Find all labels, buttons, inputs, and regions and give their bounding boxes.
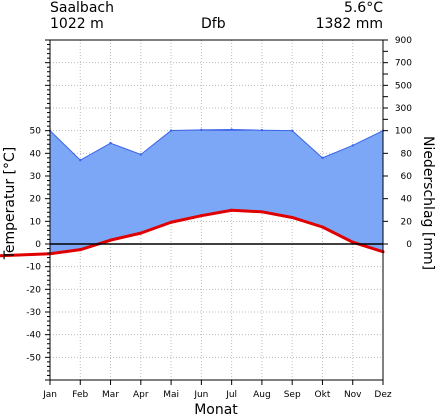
precipitation-fill-layer	[50, 129, 383, 254]
precipitation-point	[351, 144, 354, 147]
y2-tick-label: 20	[401, 217, 413, 227]
x-tick-label: Jul	[225, 390, 237, 400]
temperature-point	[169, 220, 173, 224]
temperature-point	[78, 248, 82, 252]
y-tick-label: -10	[26, 263, 41, 273]
y2-tick-label: 0	[406, 240, 412, 250]
y2-tick-label: 60	[401, 172, 413, 182]
x-axis-label: Monat	[194, 402, 238, 418]
temperature-point	[290, 215, 294, 219]
x-tick-label: Sep	[284, 390, 301, 400]
y2-tick-label: 100	[395, 127, 412, 137]
y-tick-label: 50	[30, 127, 42, 137]
temperature-point	[351, 240, 355, 244]
y2-tick-label: 80	[401, 149, 413, 159]
temperature-point	[230, 208, 234, 212]
y-tick-label: -20	[26, 285, 41, 295]
precipitation-point	[169, 129, 173, 132]
climate-class: Dfb	[201, 16, 226, 32]
y-tick-label: -30	[26, 308, 41, 318]
y-axis-label-right: Niederschlag [mm]	[420, 136, 436, 270]
humid-fill-area	[50, 130, 383, 254]
axis-layer: -50-40-30-20-100102030405002040608010030…	[26, 36, 412, 400]
y2-tick-label: 900	[395, 36, 412, 46]
temperature-point	[139, 231, 143, 235]
temperature-point	[320, 225, 324, 229]
y-tick-label: 0	[35, 240, 41, 250]
station-name: Saalbach	[50, 0, 114, 16]
station-elevation: 1022 m	[50, 16, 104, 32]
x-tick-label: Okt	[315, 390, 331, 400]
precipitation-point	[230, 128, 233, 131]
temperature-point	[260, 210, 264, 214]
plot-frame	[49, 39, 384, 381]
precipitation-point	[290, 129, 294, 132]
y-tick-label: 40	[30, 149, 42, 159]
y2-tick-label: 700	[395, 59, 412, 69]
y-axis-label-left: Temperatur [°C]	[2, 147, 18, 261]
x-tick-label: Jan	[42, 390, 57, 400]
x-tick-label: Feb	[72, 390, 88, 400]
y2-tick-label: 500	[395, 81, 412, 91]
precipitation-point	[260, 129, 264, 132]
precipitation-point	[200, 128, 203, 132]
x-tick-label: Apr	[133, 390, 149, 400]
y-tick-label: 10	[30, 217, 42, 227]
precipitation-line	[49, 129, 384, 161]
x-tick-label: Aug	[253, 390, 271, 400]
x-tick-label: Mai	[163, 390, 179, 400]
precipitation-point	[79, 158, 82, 162]
y2-tick-label: 40	[401, 195, 413, 205]
mean-temperature: 5.6°C	[343, 0, 383, 16]
x-tick-label: Nov	[344, 390, 362, 400]
y2-tick-label: 300	[395, 104, 412, 114]
x-tick-label: Dez	[374, 390, 391, 400]
x-tick-label: Jun	[193, 390, 208, 400]
x-tick-label: Mar	[102, 390, 119, 400]
precipitation-point	[321, 156, 324, 160]
y-tick-label: -50	[26, 353, 41, 363]
y-tick-label: 30	[30, 172, 42, 182]
temperature-point	[109, 238, 113, 242]
y-tick-label: 20	[30, 195, 42, 205]
precipitation-point	[139, 153, 143, 156]
annual-precipitation: 1382 mm	[315, 16, 383, 32]
series-layer	[0, 128, 385, 258]
y-tick-label: -40	[26, 331, 41, 341]
temperature-point	[199, 214, 203, 218]
precipitation-point	[109, 141, 112, 145]
